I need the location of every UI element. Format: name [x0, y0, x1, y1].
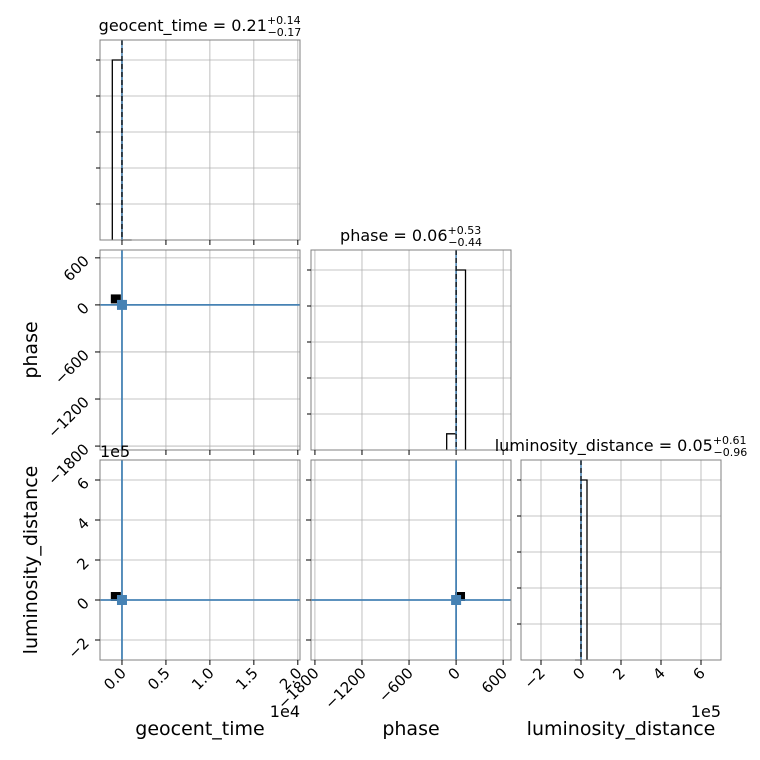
panel-geocent_time-hist-frame: [99, 39, 301, 241]
xlabel-phase: phase: [382, 718, 439, 740]
panel-geocent_time-vs-phase-density-peak: [110, 294, 121, 304]
ytick-label-phase-2: −600: [51, 346, 93, 388]
xtick-label-luminosity_distance-3: 4: [649, 664, 668, 683]
ylabel-luminosity_distance: luminosity_distance: [20, 466, 42, 655]
xoffset-geocent_time: 1e4: [270, 702, 300, 721]
tick-marks: [95, 59, 702, 665]
xtick-label-geocent_time-3: 1.5: [232, 664, 262, 694]
panel-frames: [99, 39, 722, 661]
panel-geocent_time-vs-luminosity_distance-truth-marker: [116, 595, 127, 605]
xoffset-luminosity_distance: 1e5: [691, 702, 721, 721]
ytick-label-luminosity_distance-1: 0: [73, 594, 92, 613]
ytick-label-luminosity_distance-4: 6: [73, 474, 92, 493]
text-labels: geocent_time = 0.21+0.14 −0.17 phase = 0.0…: [20, 14, 747, 740]
xtick-label-phase-4: 600: [478, 664, 511, 697]
xtick-label-phase-2: −600: [375, 664, 417, 706]
ytick-label-luminosity_distance-3: 4: [73, 514, 92, 533]
xtick-label-geocent_time-0: 0.0: [100, 664, 130, 694]
panel-geocent_time-vs-luminosity_distance-density-peak: [110, 592, 121, 601]
panel-phase-hist-title: phase = 0.06+0.53 −0.44: [340, 224, 482, 249]
yoffset-luminosity_distance: 1e5: [100, 442, 130, 461]
plot-marks: [100, 40, 588, 661]
grid-lines: [100, 40, 721, 660]
panel-luminosity_distance-hist-title: luminosity_distance = 0.05+0.61 −0.96: [495, 434, 748, 459]
panel-phase-hist-frame: [310, 249, 512, 451]
panel-geocent_time-vs-phase-truth-marker: [116, 299, 127, 310]
xlabel-geocent_time: geocent_time: [135, 718, 264, 740]
ylabel-phase: phase: [20, 321, 42, 378]
ytick-label-luminosity_distance-0: −2: [64, 634, 92, 662]
ytick-label-phase-1: −1200: [44, 393, 93, 442]
xlabel-luminosity_distance: luminosity_distance: [527, 718, 716, 740]
panel-phase-vs-luminosity_distance-truth-marker: [451, 595, 462, 605]
panel-geocent_time-hist-title: geocent_time = 0.21+0.14 −0.17: [99, 14, 302, 39]
xtick-label-phase-1: −1200: [321, 664, 370, 713]
panel-geocent_time-vs-phase-frame: [99, 249, 301, 451]
xtick-label-phase-3: 0: [444, 664, 463, 683]
xtick-label-luminosity_distance-4: 6: [689, 664, 708, 683]
xtick-label-luminosity_distance-0: −2: [520, 664, 548, 692]
ytick-label-phase-3: 0: [73, 299, 92, 318]
xtick-label-geocent_time-2: 1.0: [188, 664, 218, 694]
xtick-label-luminosity_distance-2: 2: [609, 664, 628, 683]
ytick-label-phase-4: 600: [60, 252, 93, 285]
ytick-label-luminosity_distance-2: 2: [73, 554, 92, 573]
xtick-label-luminosity_distance-1: 0: [569, 664, 588, 683]
xtick-label-geocent_time-1: 0.5: [144, 664, 174, 694]
